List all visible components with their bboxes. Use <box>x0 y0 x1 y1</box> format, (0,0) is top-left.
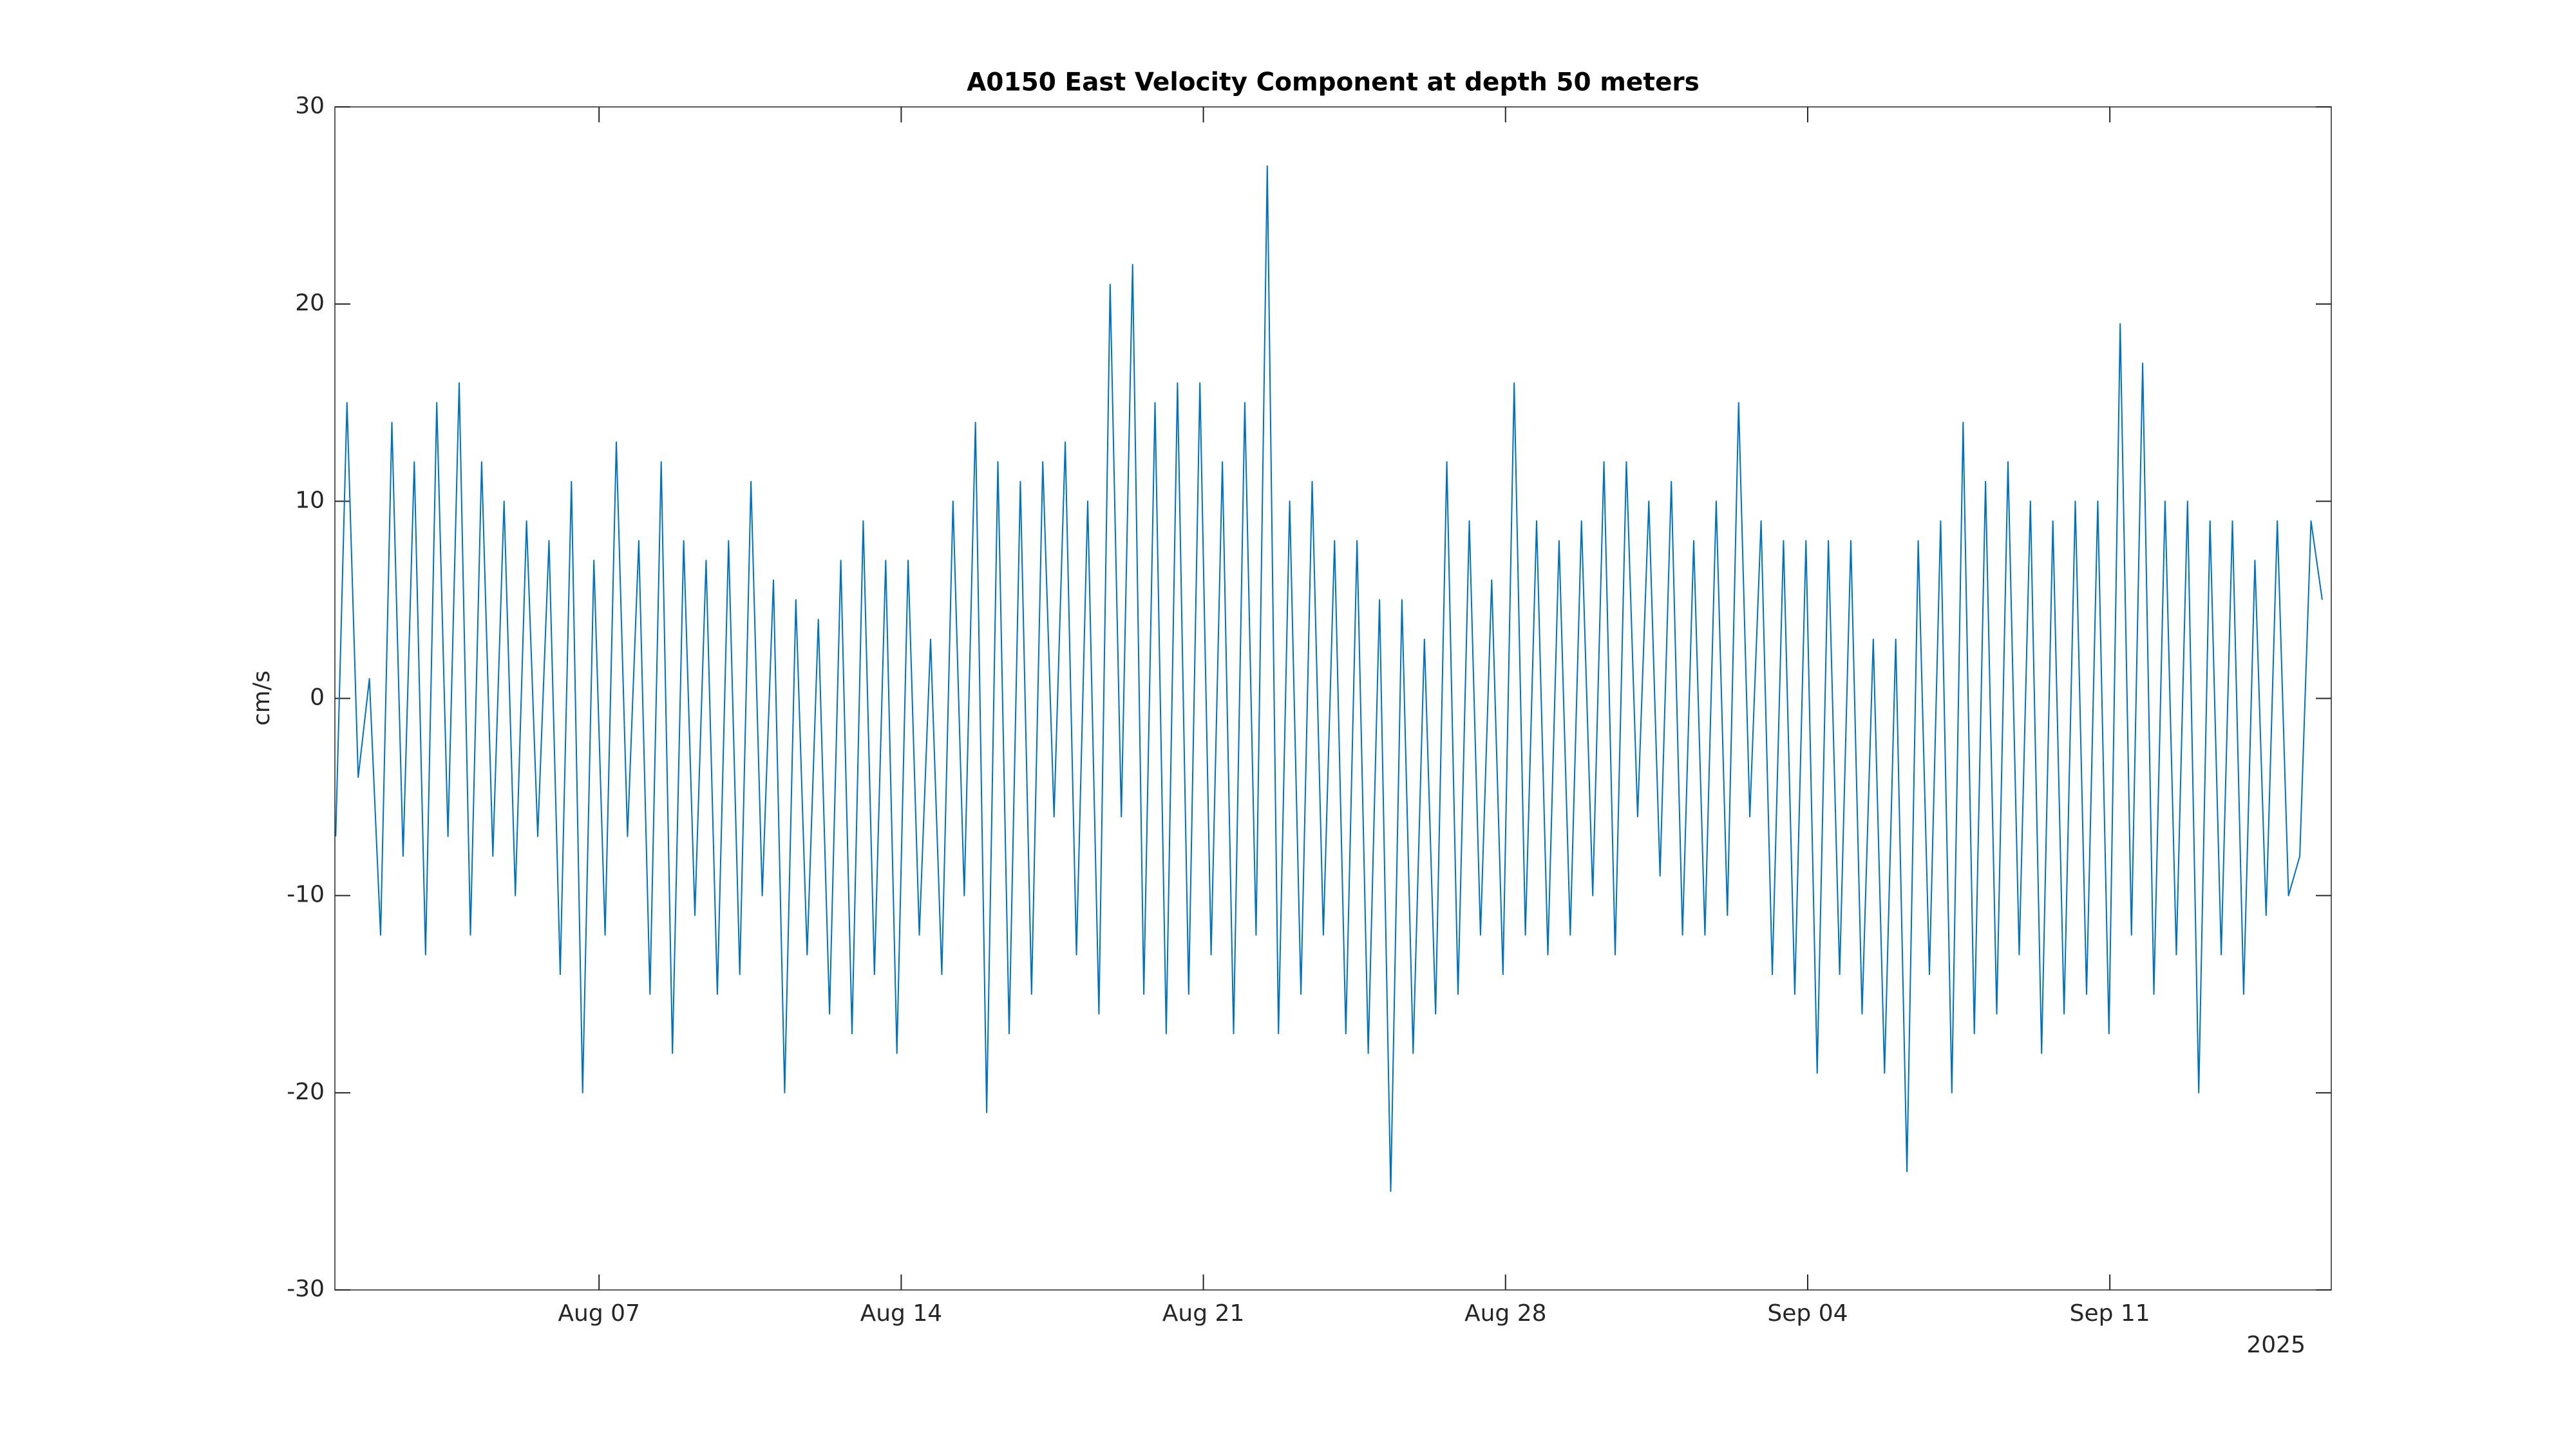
x-tick-label: Sep 04 <box>1767 1300 1848 1327</box>
y-tick-label: 30 <box>295 93 325 119</box>
y-axis-label: cm/s <box>249 670 275 726</box>
x-tick-label: Aug 28 <box>1464 1300 1547 1327</box>
y-tick-label: -30 <box>287 1276 325 1302</box>
chart-title: A0150 East Velocity Component at depth 5… <box>967 68 1700 97</box>
plot-area <box>335 107 2331 1290</box>
x-tick-label: Aug 07 <box>558 1300 640 1327</box>
y-tick-label: 0 <box>310 685 325 711</box>
axes-box <box>334 106 2332 1291</box>
y-tick-label: -20 <box>287 1079 325 1105</box>
x-tick-label: Aug 21 <box>1162 1300 1245 1327</box>
x-tick-label: Sep 11 <box>2070 1300 2150 1327</box>
y-tick-label: -10 <box>287 882 325 908</box>
y-tick-label: 20 <box>295 290 325 316</box>
y-tick-label: 10 <box>295 487 325 513</box>
data-line <box>335 165 2323 1192</box>
x-axis-year: 2025 <box>2246 1332 2306 1358</box>
x-tick-label: Aug 14 <box>860 1300 943 1327</box>
